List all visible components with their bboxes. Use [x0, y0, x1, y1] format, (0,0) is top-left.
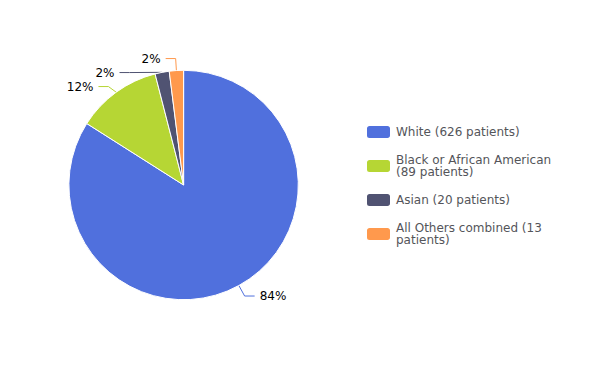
svg-text:2%: 2%	[95, 66, 114, 80]
svg-text:2%: 2%	[142, 52, 161, 66]
svg-text:All Others combined (13: All Others combined (13	[396, 221, 542, 235]
svg-text:patients): patients)	[396, 233, 450, 247]
svg-text:Black or African American: Black or African American	[396, 153, 552, 167]
svg-text:84%: 84%	[260, 289, 287, 303]
svg-text:(89 patients): (89 patients)	[396, 165, 473, 179]
svg-text:White (626 patients): White (626 patients)	[396, 125, 520, 139]
svg-text:Asian (20 patients): Asian (20 patients)	[396, 193, 510, 207]
svg-text:12%: 12%	[67, 80, 94, 94]
